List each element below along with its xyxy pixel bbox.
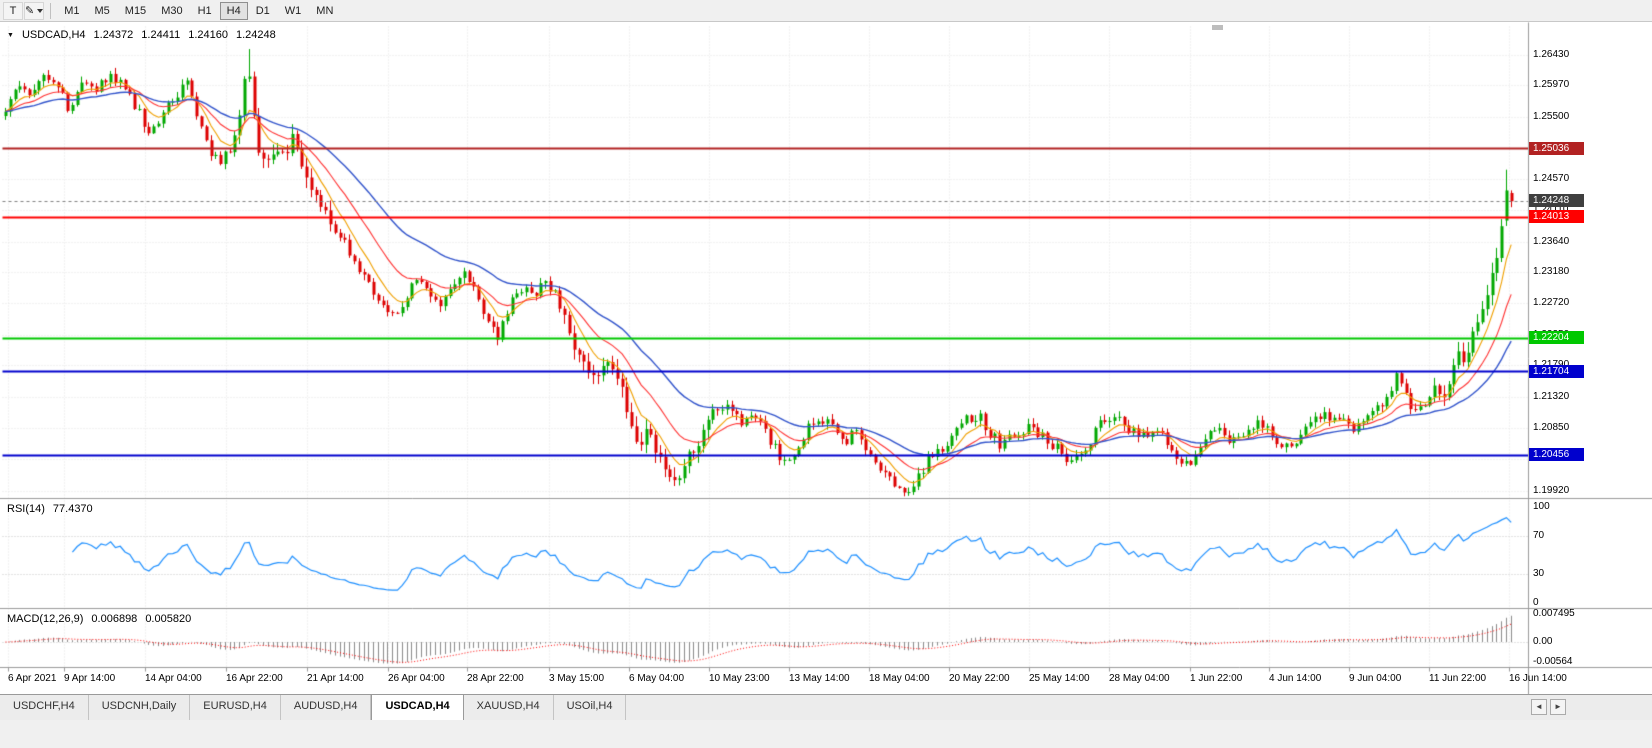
rsi-axis-label: 100 — [1533, 501, 1550, 512]
tab-usdcnh-daily[interactable]: USDCNH,Daily — [89, 695, 191, 720]
tab-usdcad-h4[interactable]: USDCAD,H4 — [371, 695, 464, 720]
tab-xauusd-h4[interactable]: XAUUSD,H4 — [464, 695, 554, 720]
time-axis-label: 13 May 14:00 — [789, 673, 850, 684]
time-axis-label: 18 May 04:00 — [869, 673, 930, 684]
macd-axis-label: 0.007495 — [1533, 608, 1575, 619]
time-axis-label: 6 Apr 2021 — [8, 673, 57, 684]
price-axis-label: 1.25500 — [1533, 110, 1570, 122]
hline-price-badge: 1.20456 — [1529, 448, 1584, 462]
time-axis-label: 6 May 04:00 — [629, 673, 685, 684]
ohlc-low-value: 1.24160 — [188, 29, 228, 41]
time-axis-label: 16 Jun 14:00 — [1509, 673, 1567, 684]
timeframe-m30-button[interactable]: M30 — [154, 2, 189, 20]
toolbar: T ✎ M1 M5 M15 M30 H1 H4 D1 W1 MN — [0, 0, 1652, 22]
time-axis-label: 10 May 23:00 — [709, 673, 770, 684]
tab-usdchf-h4[interactable]: USDCHF,H4 — [0, 695, 89, 720]
price-axis-label: 1.25970 — [1533, 79, 1570, 91]
time-axis-label: 9 Apr 14:00 — [64, 673, 116, 684]
price-axis-label: 1.23180 — [1533, 266, 1570, 278]
hline-price-badge: 1.25036 — [1529, 141, 1584, 155]
ohlc-open-value: 1.24372 — [93, 29, 134, 41]
macd-main-value: 0.006898 — [91, 613, 138, 625]
price-axis-label: 1.19920 — [1533, 484, 1570, 496]
macd-signal-value: 0.005820 — [145, 613, 192, 625]
timeframe-m15-button[interactable]: M15 — [118, 2, 153, 20]
macd-axis-label: -0.00564 — [1533, 656, 1573, 667]
price-chart-canvas[interactable] — [0, 22, 1652, 694]
rsi-header: RSI(14) 77.4370 — [7, 503, 93, 515]
macd-label: MACD(12,26,9) — [7, 613, 84, 625]
toolbar-separator — [50, 2, 52, 19]
time-axis-label: 4 Jun 14:00 — [1269, 673, 1322, 684]
chart-tabs: USDCHF,H4 USDCNH,Daily EURUSD,H4 AUDUSD,H4 U… — [0, 695, 1652, 720]
timeframe-group: M1 M5 M15 M30 H1 H4 D1 W1 MN — [57, 1, 340, 20]
chart-header: ▼ USDCAD,H4 1.24372 1.24411 1.24160 1.24… — [7, 29, 276, 41]
draw-tool-icon: ✎ — [25, 5, 35, 17]
tabs-scroll-left-button[interactable]: ◄ — [1531, 699, 1547, 715]
timeframe-m1-button[interactable]: M1 — [57, 2, 86, 20]
tab-audusd-h4[interactable]: AUDUSD,H4 — [281, 695, 372, 720]
price-axis-label: 1.24570 — [1533, 173, 1570, 185]
timeframe-h1-button[interactable]: H1 — [191, 2, 219, 20]
price-axis-label: 1.23640 — [1533, 235, 1570, 247]
price-axis-label: 1.20850 — [1533, 422, 1570, 434]
time-axis-label: 20 May 22:00 — [949, 673, 1010, 684]
current-price-badge: 1.24248 — [1529, 194, 1584, 208]
hline-price-badge: 1.22204 — [1529, 331, 1584, 345]
tab-eurusd-h4[interactable]: EURUSD,H4 — [190, 695, 281, 720]
timeframe-w1-button[interactable]: W1 — [278, 2, 309, 20]
chart-tab-bar: USDCHF,H4 USDCNH,Daily EURUSD,H4 AUDUSD,H4 U… — [0, 694, 1652, 720]
tab-usoil-h4[interactable]: USOil,H4 — [554, 695, 627, 720]
timeframe-m5-button[interactable]: M5 — [88, 2, 117, 20]
time-axis-label: 3 May 15:00 — [549, 673, 605, 684]
hline-price-badge: 1.21704 — [1529, 364, 1584, 378]
time-axis-label: 11 Jun 22:00 — [1429, 673, 1487, 684]
time-axis-label: 16 Apr 22:00 — [226, 673, 283, 684]
chart-tool-button[interactable]: T — [3, 1, 23, 20]
time-axis-label: 9 Jun 04:00 — [1349, 673, 1402, 684]
time-axis-label: 14 Apr 04:00 — [145, 673, 202, 684]
chart-window: ▼ USDCAD,H4 1.24372 1.24411 1.24160 1.24… — [0, 22, 1652, 694]
price-axis-label: 1.21320 — [1533, 390, 1570, 402]
time-axis-label: 1 Jun 22:00 — [1190, 673, 1243, 684]
chart-hscroll-thumb[interactable] — [1212, 25, 1223, 30]
macd-header: MACD(12,26,9) 0.006898 0.005820 — [7, 613, 191, 625]
rsi-value: 77.4370 — [52, 503, 93, 515]
timeframe-h4-button[interactable]: H4 — [219, 1, 248, 20]
draw-tool-button[interactable]: ✎ — [24, 1, 45, 20]
timeframe-d1-button[interactable]: D1 — [249, 2, 277, 20]
timeframe-mn-button[interactable]: MN — [309, 2, 340, 20]
time-axis-label: 28 May 04:00 — [1109, 673, 1170, 684]
time-axis-label: 26 Apr 04:00 — [388, 673, 445, 684]
rsi-axis-label: 70 — [1533, 529, 1545, 541]
ohlc-high-value: 1.24411 — [141, 29, 181, 41]
time-axis-label: 21 Apr 14:00 — [307, 673, 364, 684]
price-axis-label: 1.26430 — [1533, 48, 1570, 60]
price-axis-label: 1.24110 — [1533, 204, 1568, 216]
hline-price-badge: 1.24013 — [1529, 210, 1584, 224]
dropdown-caret-icon — [37, 8, 44, 13]
ohlc-close-value: 1.24248 — [236, 29, 276, 41]
tab-scroll-buttons: ◄ ► — [1531, 699, 1566, 715]
chart-symbol-label: USDCAD,H4 — [21, 29, 86, 41]
time-axis-label: 25 May 14:00 — [1029, 673, 1090, 684]
tabs-scroll-right-button[interactable]: ► — [1550, 699, 1566, 715]
macd-axis-label: 0.00 — [1533, 635, 1553, 647]
time-axis-label: 28 Apr 22:00 — [467, 673, 524, 684]
rsi-axis-label: 0 — [1533, 597, 1539, 608]
symbol-expand-icon: ▼ — [7, 31, 14, 39]
rsi-axis-label: 30 — [1533, 568, 1545, 580]
rsi-label: RSI(14) — [7, 503, 45, 515]
price-axis-label: 1.22720 — [1533, 297, 1570, 309]
